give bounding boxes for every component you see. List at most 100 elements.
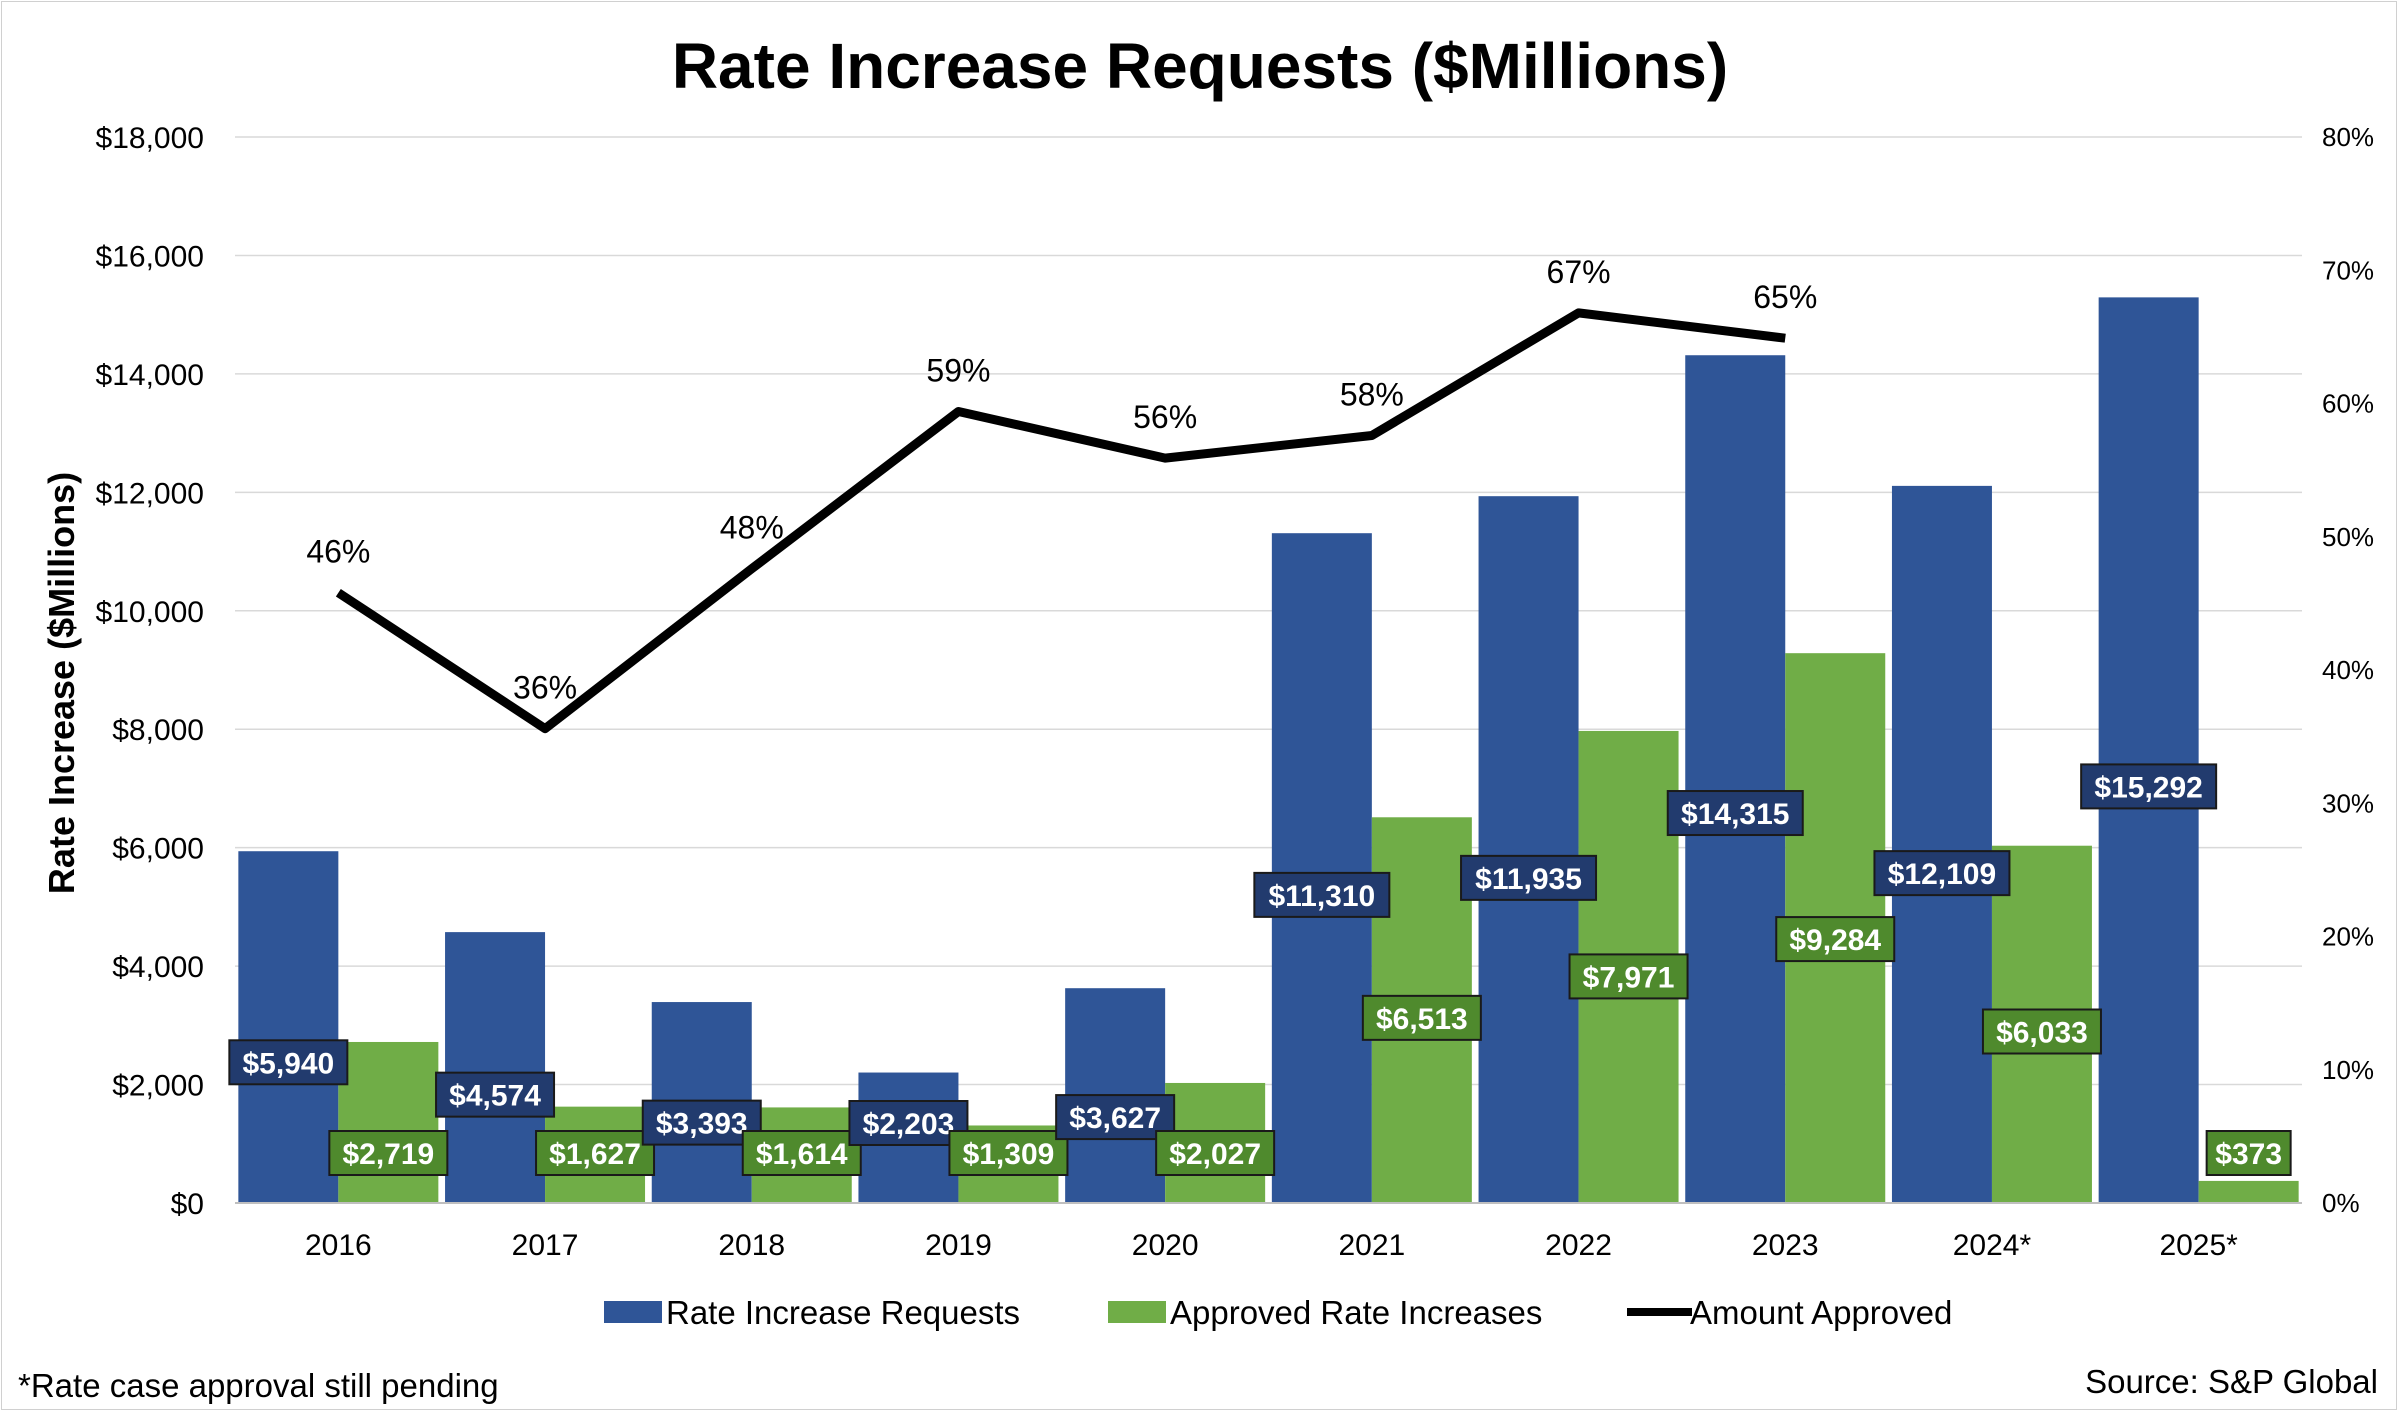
bar-series	[238, 297, 2299, 1204]
x-tick-label: 2024*	[1953, 1229, 2032, 1262]
y2-tick-label: 50%	[2322, 522, 2374, 552]
y2-tick-label: 0%	[2322, 1188, 2360, 1218]
chart-title: Rate Increase Requests ($Millions)	[672, 30, 1728, 102]
approved-data-label: $373	[2205, 1130, 2292, 1176]
y-tick-label: $4,000	[112, 951, 204, 984]
request-data-label: $5,940	[228, 1039, 349, 1086]
legend-label: Approved Rate Increases	[1170, 1294, 1542, 1331]
request-data-label-box	[641, 1099, 762, 1146]
approved-data-label-text: $373	[2215, 1138, 2282, 1171]
approved-bar	[2198, 1180, 2299, 1203]
request-data-label-text: $4,574	[449, 1080, 541, 1113]
request-data-label: $3,393	[641, 1099, 762, 1146]
y2-tick-label: 70%	[2322, 255, 2374, 285]
request-bar	[1891, 485, 1992, 1203]
approved-data-label: $2,027	[1155, 1130, 1276, 1176]
y2-tick-label: 80%	[2322, 122, 2374, 152]
legend-item: Rate Increase Requests	[604, 1294, 1020, 1331]
x-tick-label: 2023	[1752, 1229, 1819, 1262]
request-data-label-text: $3,627	[1069, 1102, 1161, 1135]
x-tick-label: 2019	[925, 1229, 992, 1262]
request-data-label-text: $3,393	[656, 1108, 748, 1141]
request-data-label: $12,109	[1873, 850, 2011, 897]
request-data-label-text: $11,310	[1268, 880, 1375, 913]
y-tick-label: $10,000	[96, 596, 204, 629]
request-data-label-text: $11,935	[1475, 863, 1582, 896]
approved-data-label-box	[1155, 1130, 1276, 1176]
request-data-label: $11,310	[1253, 871, 1391, 918]
percent-label: 59%	[926, 352, 990, 388]
x-tick-label: 2016	[305, 1229, 372, 1262]
approved-data-label: $6,033	[1981, 1008, 2102, 1055]
request-data-label-text: $5,940	[242, 1047, 334, 1080]
approved-data-label-box	[328, 1130, 449, 1176]
line-series: 46% 36% 48% 59% 56% 58% 67% 65%	[306, 254, 1817, 734]
y2-tick-label: 10%	[2322, 1055, 2374, 1085]
approved-data-label-text: $1,627	[549, 1138, 641, 1171]
x-tick-label: 2017	[512, 1229, 579, 1262]
request-bar	[1685, 355, 1786, 1203]
approved-data-label: $7,971	[1568, 953, 1689, 1000]
approved-data-label: $1,309	[948, 1130, 1069, 1176]
percent-label: 46%	[306, 534, 370, 570]
x-tick-label: 2022	[1545, 1229, 1612, 1262]
legend-label: Amount Approved	[1690, 1294, 1952, 1331]
request-bar	[445, 932, 546, 1203]
percent-label: 48%	[720, 510, 784, 546]
amount-approved-line	[335, 308, 1786, 734]
approved-data-label-box	[948, 1130, 1069, 1176]
approved-data-label-box	[741, 1130, 862, 1176]
axes: $0 $2,000 $4,000 $6,000 $8,000 $10,000 $12,000…	[96, 122, 2375, 1262]
y-axis-label: Rate Increase ($Millions)	[41, 472, 82, 894]
approved-data-label-box	[1775, 916, 1896, 963]
y2-tick-label: 30%	[2322, 788, 2374, 818]
request-data-label: $2,203	[848, 1100, 969, 1146]
request-data-label-box	[228, 1039, 349, 1086]
percent-label: 67%	[1547, 254, 1611, 290]
request-data-label-box	[1253, 871, 1391, 918]
approved-data-label-box	[2205, 1130, 2292, 1176]
request-data-label-text: $14,315	[1681, 798, 1789, 831]
approved-data-label-text: $6,033	[1996, 1017, 2088, 1050]
request-data-label: $15,292	[2080, 763, 2218, 810]
x-tick-label: 2018	[718, 1229, 785, 1262]
request-data-label-box	[1055, 1094, 1176, 1141]
request-bar	[2098, 297, 2199, 1203]
approved-data-label: $1,627	[535, 1130, 656, 1176]
y2-tick-label: 60%	[2322, 389, 2374, 419]
percent-label: 65%	[1753, 279, 1817, 315]
approved-data-label-text: $1,309	[963, 1138, 1055, 1171]
y2-tick-label: 20%	[2322, 922, 2374, 952]
approved-data-label: $9,284	[1775, 916, 1896, 963]
request-bar	[1271, 533, 1372, 1203]
request-data-label-text: $12,109	[1888, 858, 1996, 891]
y-tick-label: $6,000	[112, 833, 204, 866]
request-data-label-box	[1666, 790, 1804, 837]
approved-data-label-text: $1,614	[756, 1138, 848, 1171]
approved-data-label-box	[1568, 953, 1689, 1000]
request-data-label: $4,574	[435, 1071, 556, 1118]
legend-item: Approved Rate Increases	[1108, 1294, 1542, 1331]
request-data-label-box	[1873, 850, 2011, 897]
approved-data-label: $1,614	[741, 1130, 862, 1176]
approved-bar	[338, 1041, 439, 1203]
percent-label: 58%	[1340, 376, 1404, 412]
y-tick-label: $0	[171, 1188, 204, 1221]
y2-tick-label: 40%	[2322, 655, 2374, 685]
approved-data-label: $2,719	[328, 1130, 449, 1176]
legend-swatch	[604, 1301, 662, 1323]
source-note: Source: S&P Global	[2085, 1363, 2378, 1400]
approved-data-label-text: $7,971	[1583, 961, 1675, 994]
request-data-label-text: $15,292	[2094, 771, 2202, 804]
y-tick-label: $8,000	[112, 714, 204, 747]
y-tick-label: $18,000	[96, 122, 204, 155]
request-data-label-box	[2080, 763, 2218, 810]
request-data-label: $14,315	[1666, 790, 1804, 837]
approved-data-label-text: $2,027	[1169, 1138, 1261, 1171]
percent-label: 56%	[1133, 399, 1197, 435]
request-data-label: $3,627	[1055, 1094, 1176, 1141]
approved-data-label-text: $9,284	[1789, 924, 1881, 957]
approved-data-label: $6,513	[1361, 994, 1482, 1041]
